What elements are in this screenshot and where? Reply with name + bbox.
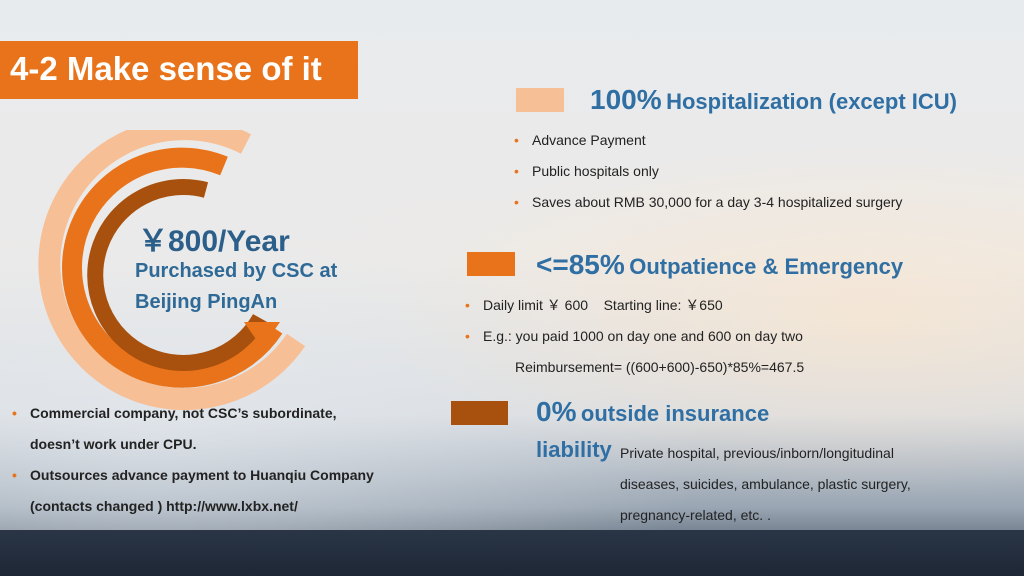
outpatient-label: Outpatience & Emergency	[629, 254, 904, 279]
title-box	[0, 41, 358, 99]
exclusion-line: Private hospital, previous/inborn/longit…	[620, 445, 894, 461]
list-item: • Commercial company, not CSC’s subordin…	[6, 398, 426, 429]
outside-heading: 0% outside insurance	[536, 396, 769, 428]
list-item: • Daily limit ￥ 600 Starting line: ￥650	[463, 290, 804, 321]
outside-label-2: liability	[536, 437, 612, 462]
bullet-dot: •	[465, 297, 470, 313]
left-bullet-list: • Commercial company, not CSC’s subordin…	[6, 398, 426, 522]
ring-outer-arc	[38, 130, 306, 411]
hospitalization-swatch	[516, 88, 564, 112]
purchased-line: Beijing PingAn	[135, 291, 278, 313]
list-item: • Advance Payment	[512, 125, 902, 156]
list-item-continued: doesn’t work under CPU.	[30, 436, 197, 452]
list-item: • Outsources advance payment to Huanqiu …	[6, 460, 426, 491]
purchased-line: Purchased by CSC at	[135, 260, 338, 282]
bottom-band	[0, 530, 1024, 576]
ring-arrow	[244, 322, 280, 348]
purchased-by: Purchased by CSC at Beijing PingAn	[135, 256, 375, 318]
list-item-continued: (contacts changed ) http://www.lxbx.net/	[30, 498, 298, 514]
outpatient-bullets: • Daily limit ￥ 600 Starting line: ￥650 •…	[463, 290, 804, 383]
outside-label: outside insurance	[580, 401, 770, 426]
exclusion-line: diseases, suicides, ambulance, plastic s…	[620, 476, 911, 492]
hospitalization-bullets: • Advance Payment • Public hospitals only …	[512, 125, 902, 218]
outpatient-percent: <=85%	[536, 249, 625, 280]
bullet-dot: •	[514, 194, 519, 210]
list-item: • Saves about RMB 30,000 for a day 3-4 ho…	[512, 187, 902, 218]
list-item: • E.g.: you paid 1000 on day one and 600 …	[463, 321, 804, 352]
bullet-dot: •	[514, 132, 519, 148]
ring-inner-arc	[87, 179, 267, 371]
list-item: • Public hospitals only	[512, 156, 902, 187]
ring-middle-arc	[62, 147, 283, 388]
hospitalization-label: Hospitalization (except ICU)	[666, 89, 957, 114]
bullet-dot: •	[514, 163, 519, 179]
bullet-dot: •	[465, 328, 470, 344]
ring-graphic	[38, 130, 306, 411]
outpatient-heading: <=85% Outpatience & Emergency	[536, 249, 903, 281]
bullet-dot: •	[12, 405, 17, 421]
bullet-dot: •	[12, 467, 17, 483]
slide-title: 4-2 Make sense of it	[10, 50, 322, 87]
hospitalization-percent: 100%	[590, 84, 662, 115]
outside-percent: 0%	[536, 396, 577, 427]
outside-swatch	[451, 401, 508, 425]
outpatient-swatch	[467, 252, 515, 276]
exclusion-line: pregnancy-related, etc. .	[620, 507, 771, 523]
outside-lines: Private hospital, previous/inborn/longit…	[620, 438, 911, 531]
outside-heading-cont: liability	[536, 437, 612, 463]
price-label: ￥800/Year	[138, 225, 290, 258]
reimbursement-formula: Reimbursement= ((600+600)-650)*85%=467.5	[515, 359, 805, 375]
hospitalization-heading: 100% Hospitalization (except ICU)	[590, 84, 957, 116]
